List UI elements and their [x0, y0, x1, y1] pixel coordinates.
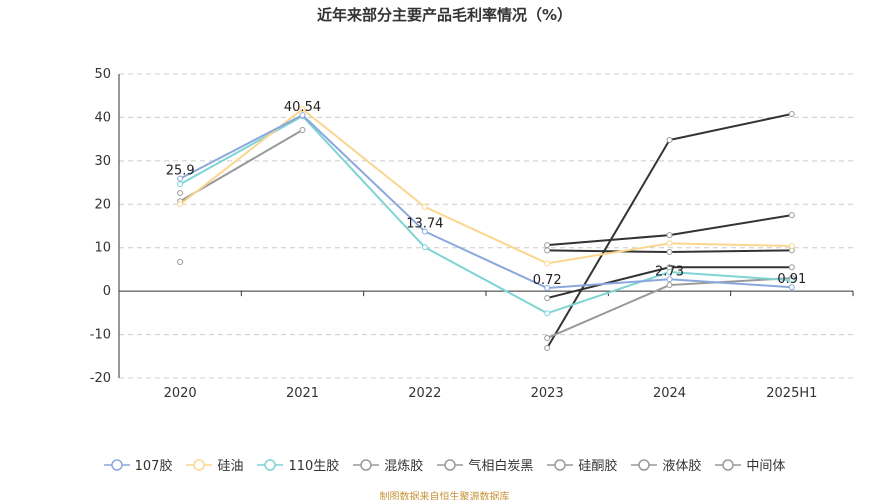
legend-item[interactable]: 107胶: [103, 455, 173, 474]
y-tick-label: 30: [94, 154, 111, 169]
legend-item[interactable]: 气相白炭黑: [437, 455, 533, 474]
series-line: [179, 113, 792, 290]
x-tick-label: 2024: [653, 386, 686, 401]
line-chart: -20 -10 0 10 20 30 40 50 2020 2021 2022 2023 2024 202…: [90, 67, 854, 401]
data-label: 13.74: [406, 216, 443, 231]
data-point: [788, 277, 795, 284]
y-tick-label: 50: [94, 67, 111, 82]
y-tick-label: 0: [103, 284, 111, 299]
data-point: [299, 127, 306, 134]
y-tick-label: 40: [94, 110, 111, 125]
data-point: [299, 106, 306, 113]
data-point: [666, 249, 673, 256]
series-line: [179, 107, 792, 265]
data-point: [544, 335, 551, 342]
data-point: [421, 244, 428, 251]
data-point: [177, 259, 184, 266]
data-point: [544, 295, 551, 302]
legend-line-circle-icon: [437, 458, 464, 471]
data-point: [666, 282, 673, 289]
legend-item[interactable]: 硅油: [186, 455, 243, 474]
data-point: [177, 189, 184, 196]
data-label: 0.91: [777, 272, 806, 287]
legend-label: 硅油: [217, 459, 244, 474]
source-note: 制图数据来自恒生聚源数据库: [379, 492, 510, 500]
data-point: [788, 110, 795, 117]
legend-label: 110生胶: [288, 459, 340, 474]
x-tick-label: 2023: [531, 386, 564, 401]
y-tick-label: 20: [94, 197, 111, 212]
legend-line-circle-icon: [103, 458, 130, 471]
legend-line-circle-icon: [547, 458, 574, 471]
legend-line-circle-icon: [353, 458, 380, 471]
data-point: [177, 181, 184, 188]
y-tick-label: -20: [90, 371, 111, 386]
data-point: [421, 228, 428, 235]
data-point: [666, 269, 673, 276]
legend-item[interactable]: 硅酮胶: [547, 455, 617, 474]
series-line: [546, 112, 793, 349]
legend-line-circle-icon: [715, 458, 742, 471]
data-point: [544, 242, 551, 249]
data-point: [299, 112, 306, 119]
legend-label: 硅酮胶: [578, 459, 618, 474]
data-point: [544, 285, 551, 292]
data-label: 0.72: [533, 273, 562, 288]
data-point: [544, 345, 551, 352]
legend-line-circle-icon: [186, 458, 213, 471]
data-point: [544, 247, 551, 254]
legend-label: 107胶: [134, 459, 173, 474]
data-label: 40.54: [284, 100, 321, 115]
data-point: [544, 310, 551, 317]
legend-item[interactable]: 液体胶: [631, 455, 701, 474]
legend-item[interactable]: 中间体: [715, 455, 785, 474]
data-point: [177, 201, 184, 208]
data-point: [788, 284, 795, 291]
data-label: 2.73: [655, 264, 684, 279]
x-tick-label: 2021: [286, 386, 319, 401]
data-point: [421, 203, 428, 210]
x-tick-label: 2022: [408, 386, 441, 401]
chart-title: 近年来部分主要产品毛利率情况（%）: [316, 6, 573, 24]
legend-line-circle-icon: [257, 458, 284, 471]
legend-item[interactable]: 混炼胶: [353, 455, 423, 474]
data-point: [666, 240, 673, 247]
data-label: 25.9: [166, 164, 195, 179]
data-point: [177, 175, 184, 182]
legend-item[interactable]: 110生胶: [257, 455, 339, 474]
x-tick-label: 2020: [164, 386, 197, 401]
x-tick-label: 2025H1: [766, 386, 817, 401]
y-tick-label: -10: [90, 328, 111, 343]
data-point: [666, 137, 673, 144]
legend-line-circle-icon: [631, 458, 658, 471]
series-line: [179, 114, 792, 315]
legend: 107胶 硅油 110生胶 混炼胶 气相白炭黑 硅酮胶 液体胶 中间体: [0, 455, 889, 474]
data-point: [666, 276, 673, 283]
data-point: [788, 242, 795, 249]
legend-label: 混炼胶: [384, 459, 424, 474]
data-point: [788, 212, 795, 219]
data-point: [788, 264, 795, 271]
data-point: [544, 260, 551, 267]
legend-label: 液体胶: [662, 459, 702, 474]
y-tick-label: 10: [94, 241, 111, 256]
legend-label: 气相白炭黑: [468, 459, 534, 474]
data-point: [666, 232, 673, 239]
legend-label: 中间体: [746, 459, 786, 474]
